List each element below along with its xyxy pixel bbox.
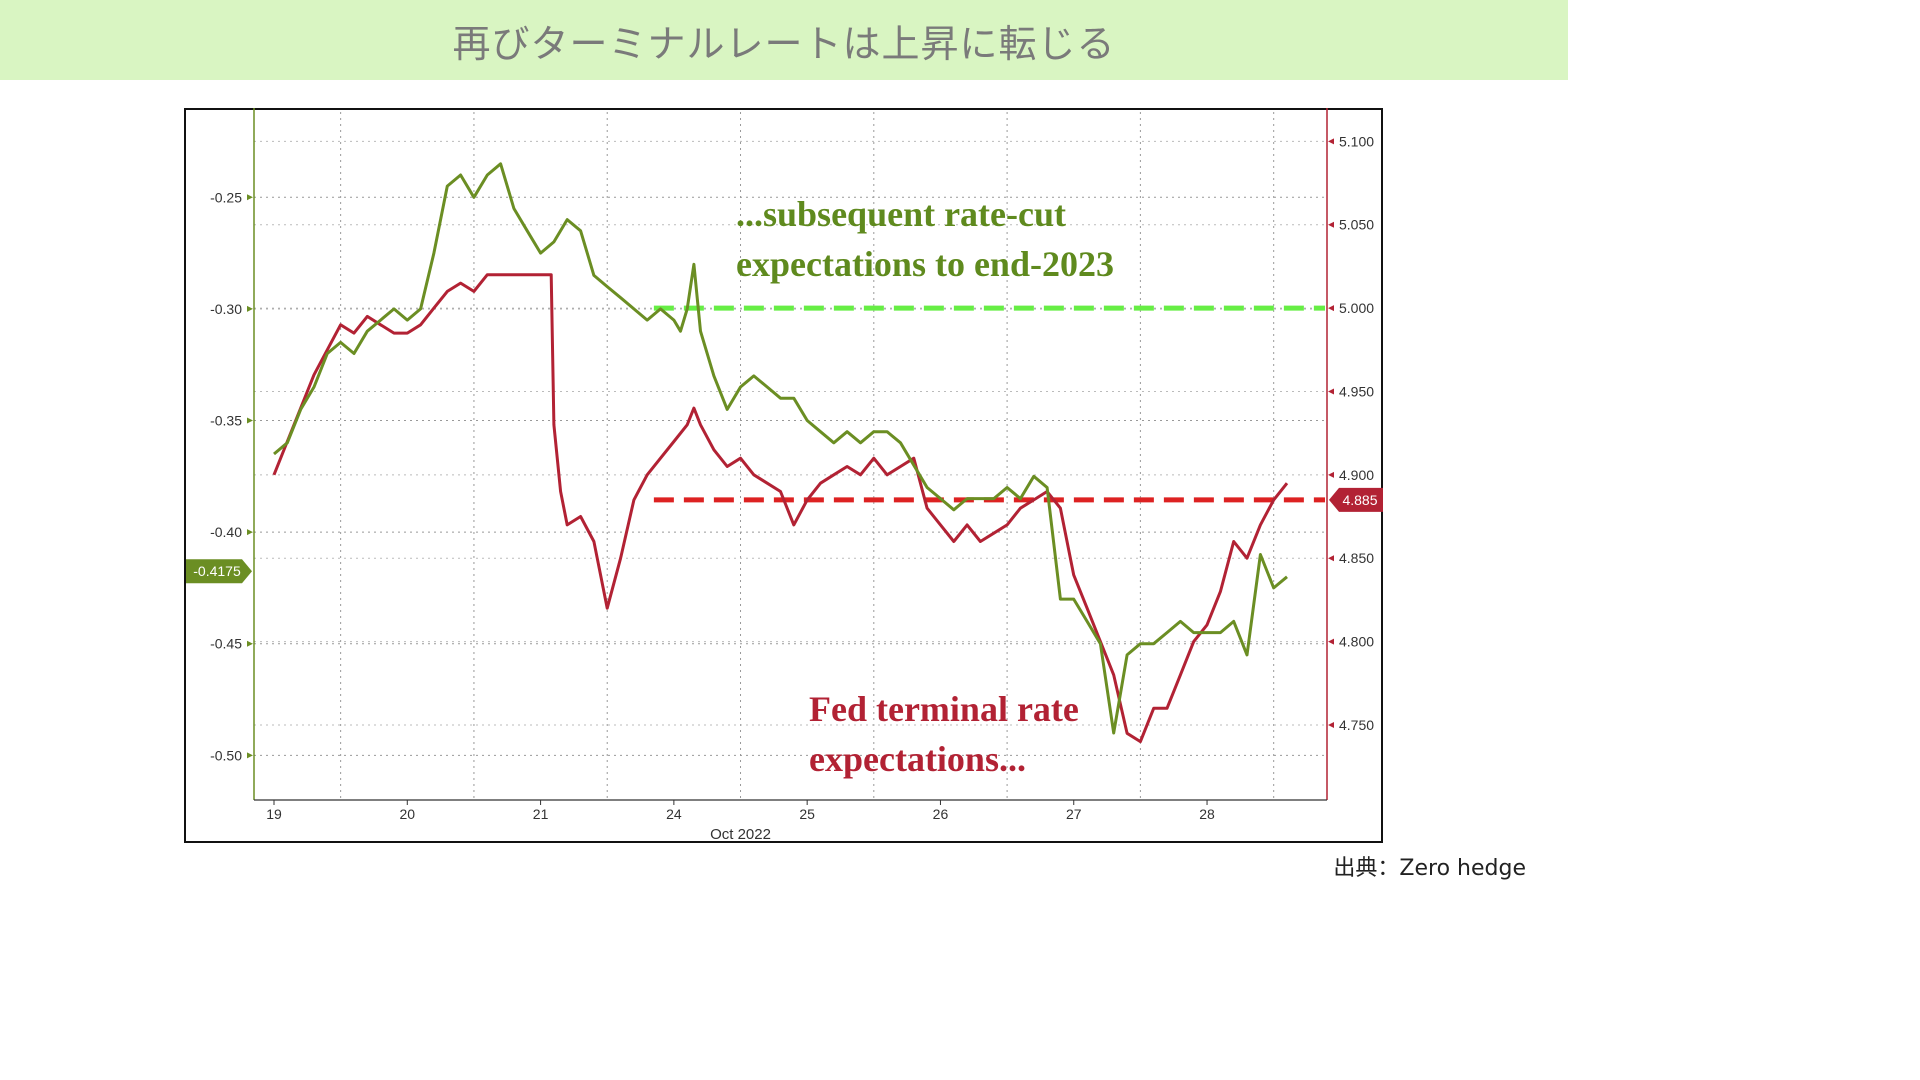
x-axis-title: Oct 2022 [710, 826, 771, 843]
annotation-terminal-rate-text: Fed terminal rate [809, 689, 1079, 729]
left-axis-tick-label: -0.45 [210, 636, 242, 652]
right-axis-tick [1328, 305, 1334, 312]
x-axis-tick-label: 21 [533, 806, 549, 822]
x-axis-tick-label: 27 [1066, 806, 1082, 822]
left-axis-tick [247, 305, 253, 312]
right-axis-tick [1328, 721, 1334, 728]
right-axis-tick-label: 4.950 [1339, 383, 1374, 399]
left-axis-tick [247, 529, 253, 536]
left-axis-tick [247, 640, 253, 647]
right-axis-tick-label: 4.900 [1339, 467, 1374, 483]
right-axis-tick-label: 4.750 [1339, 717, 1374, 733]
annotation-rate-cut-text: expectations to end-2023 [736, 244, 1114, 284]
title-banner: 再びターミナルレートは上昇に転じる [0, 0, 1568, 80]
annotation-terminal-rate-text: expectations... [809, 739, 1026, 779]
reference-lines [653, 305, 1325, 503]
left-axis-tick [247, 417, 253, 424]
right-axis-tick [1328, 555, 1334, 562]
page-title: 再びターミナルレートは上昇に転じる [452, 21, 1116, 66]
left-axis-tick-label: -0.35 [210, 413, 242, 429]
right-axis-tick-label: 5.000 [1339, 300, 1374, 316]
x-axis-tick-label: 24 [666, 806, 682, 822]
annotations: ...subsequent rate-cut expectations to en… [736, 194, 1114, 779]
series-line-rate-cut-expectations [273, 162, 1288, 735]
series-group [272, 162, 1289, 744]
chart-frame [184, 108, 1383, 843]
fed-terminal-rate-chart: -0.25 -0.30 -0.35 -0.40 -0.45 -0.50 5.100 5.050… [186, 108, 1383, 843]
axis-labels: -0.25 -0.30 -0.35 -0.40 -0.45 -0.50 5.100 5.050… [193, 133, 1377, 843]
series-line-fed-terminal-rate [272, 273, 1289, 744]
x-axis-tick-label: 19 [266, 806, 282, 822]
right-axis-tick-label: 5.050 [1339, 217, 1374, 233]
x-axis-tick-label: 25 [799, 806, 815, 822]
annotation-rate-cut-text: ...subsequent rate-cut [736, 194, 1066, 234]
left-current-value-tag [186, 559, 252, 584]
x-axis-tick-label: 26 [933, 806, 949, 822]
left-axis-tick-label: -0.30 [210, 301, 242, 317]
left-axis-tick-label: -0.25 [210, 189, 242, 205]
left-axis-tick [247, 752, 253, 759]
right-axis-tick-label: 5.100 [1339, 133, 1374, 149]
right-axis-tick [1328, 138, 1334, 145]
right-axis-tick [1328, 638, 1334, 645]
right-current-value-label: 4.885 [1342, 492, 1377, 508]
x-axis-tick-label: 28 [1199, 806, 1215, 822]
axes [186, 108, 1383, 805]
left-current-value-label: -0.4175 [193, 563, 241, 579]
right-axis-tick [1328, 388, 1334, 395]
left-axis-tick-label: -0.40 [210, 524, 242, 540]
right-axis-tick [1328, 471, 1334, 478]
source-credit: 出典：Zero hedge [1333, 856, 1526, 881]
right-axis-tick-label: 4.800 [1339, 634, 1374, 650]
right-axis-tick-label: 4.850 [1339, 550, 1374, 566]
right-current-value-tag [1329, 487, 1383, 512]
right-axis-tick [1328, 221, 1334, 228]
left-axis-tick-label: -0.50 [210, 747, 242, 763]
left-axis-tick [247, 194, 253, 201]
x-axis-tick-label: 20 [399, 806, 415, 822]
